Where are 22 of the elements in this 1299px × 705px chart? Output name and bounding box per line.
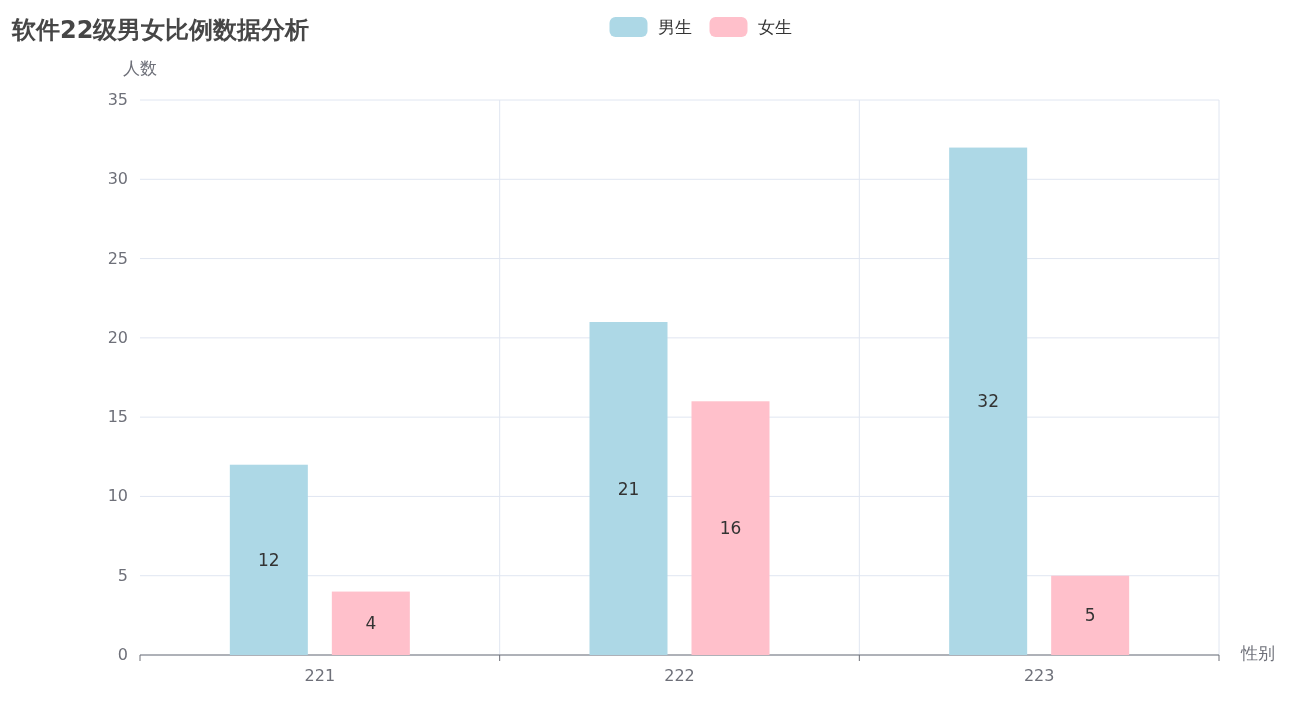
- data-label: 5: [1084, 605, 1096, 626]
- ytick: 5: [117, 565, 128, 585]
- ytick: 10: [107, 486, 128, 506]
- data-label: 21: [617, 478, 640, 499]
- ytick: 25: [107, 248, 128, 268]
- legend-label: 男生: [657, 17, 692, 37]
- data-label: 32: [977, 391, 999, 412]
- ytick: 35: [107, 90, 128, 109]
- data-label: 16: [719, 518, 742, 539]
- ylabel: 人数: [123, 58, 157, 78]
- legend-label: 女生: [757, 17, 792, 37]
- data-label: 12: [258, 549, 280, 570]
- data-label: 4: [365, 613, 377, 634]
- xtick: 221: [304, 666, 336, 685]
- ytick: 20: [107, 327, 128, 347]
- xtick: 223: [1023, 666, 1055, 685]
- xlabel: 性别: [1241, 643, 1275, 663]
- xtick: 222: [664, 666, 695, 685]
- ytick: 0: [117, 645, 128, 664]
- ytick: 30: [107, 169, 128, 189]
- title: 软件22级男女比例数据分析: [12, 16, 310, 44]
- ytick: 15: [107, 407, 128, 427]
